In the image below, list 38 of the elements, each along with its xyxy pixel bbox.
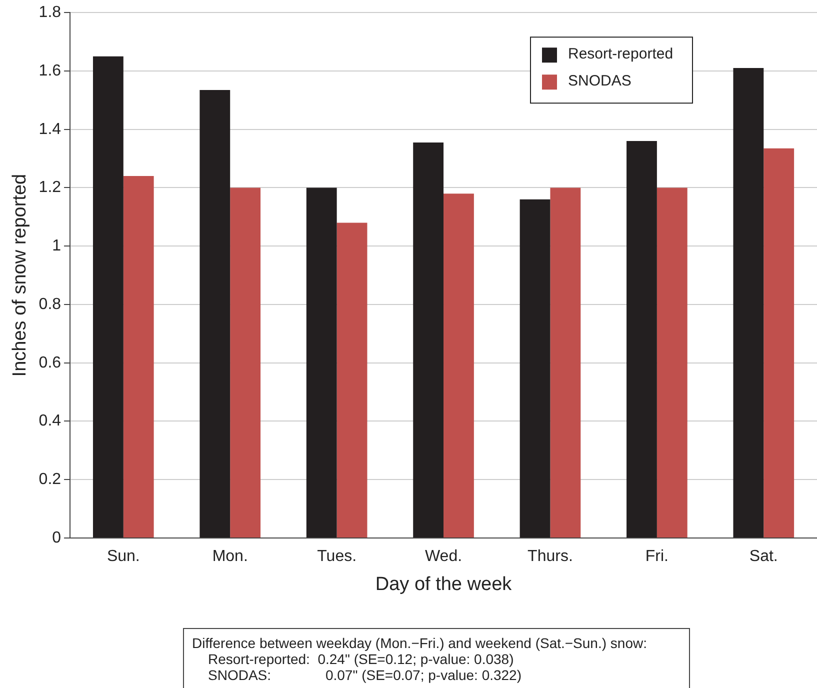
x-tick-label: Fri. [645,548,668,566]
bar [230,188,261,538]
bar [656,188,688,538]
bar [123,176,154,538]
bar [764,148,794,538]
x-tick-label: Mon. [212,548,248,566]
bar [626,141,657,538]
x-tick-label: Wed. [424,548,462,566]
x-tick-label: Tues. [317,548,357,566]
y-axis-title: Inches of snow reported [10,174,31,377]
x-tick-label: Sat. [749,548,778,566]
y-tick-label: 1.6 [38,62,62,80]
bar [444,194,474,538]
legend-label: SNODAS [568,72,632,90]
y-tick-label: 1.8 [38,4,62,22]
y-tick-label: 0.2 [38,471,62,488]
bar [200,90,230,538]
y-tick-label: 0 [52,529,62,546]
y-tick-label: 1.4 [38,120,62,138]
bar [550,188,581,538]
legend-label: Resort-reported [568,46,674,63]
text: SNODAS: 0.07" (SE=0.07; p-value: 0.322) [207,667,523,683]
bar [92,56,124,538]
x-tick-label: Thurs. [528,548,573,566]
text: Resort-reported: 0.24" (SE=0.12; p-value: 0.038) [207,651,515,667]
bar [306,188,337,538]
x-tick-label: Sun. [106,548,140,566]
bar [336,222,368,538]
text: Difference between weekday (Mon.−Fri.) and weekend (Sat.−Sun.) snow: [192,635,648,651]
x-axis-title: Day of the week [375,574,512,595]
bar [520,199,550,538]
y-tick-label: 1 [52,238,62,255]
bar [733,68,764,538]
y-tick-label: 0.6 [38,354,62,372]
y-tick-label: 0.8 [38,296,62,313]
y-tick-label: 1.2 [38,179,62,196]
y-tick-label: 0.4 [38,412,62,430]
bar [413,142,444,538]
